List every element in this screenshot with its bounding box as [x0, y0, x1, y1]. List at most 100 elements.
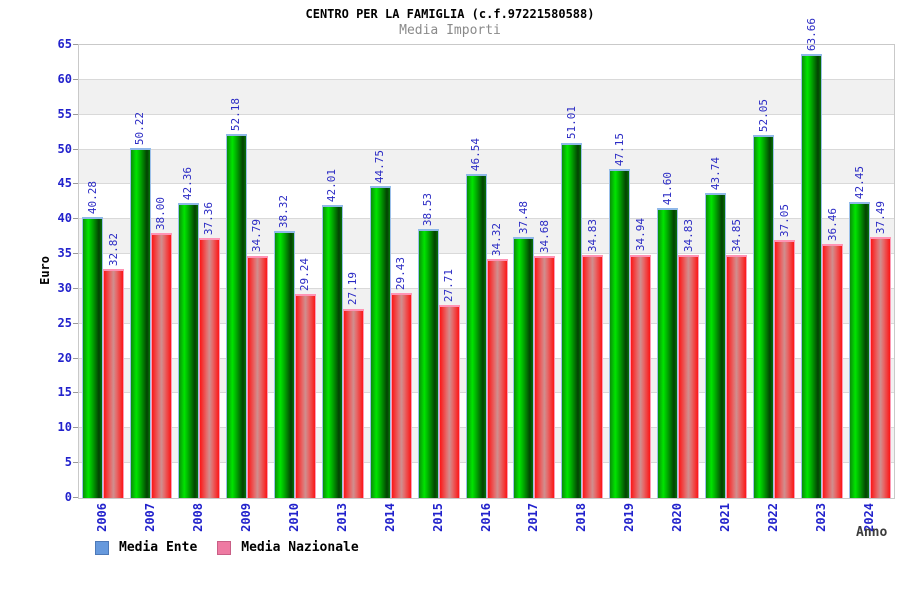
y-tick-label: 50 — [57, 141, 72, 156]
y-tick-label: 65 — [57, 37, 72, 51]
y-tick-mark — [73, 497, 78, 498]
bar-media-ente — [225, 134, 247, 498]
x-tick-label: 2021 — [718, 503, 733, 532]
value-label-media-ente: 63.66 — [804, 18, 818, 52]
bar-media-ente — [609, 169, 631, 498]
y-tick-mark — [73, 183, 78, 185]
value-label-media-ente: 37.48 — [516, 200, 530, 234]
y-tick-mark — [73, 357, 78, 359]
y-tick-label: 20 — [57, 350, 72, 365]
plot-band — [79, 79, 894, 115]
bar-media-ente — [849, 202, 871, 498]
y-tick-mark — [73, 148, 78, 150]
y-tick-mark — [73, 253, 78, 255]
bar-media-nazionale — [438, 304, 460, 498]
value-label-media-ente: 46.54 — [469, 137, 483, 171]
value-label-media-nazionale: 32.82 — [106, 233, 120, 267]
value-label-media-nazionale: 34.68 — [537, 220, 551, 254]
legend-label-media-ente: Media Ente — [119, 540, 198, 555]
bar-media-nazionale — [630, 254, 652, 498]
x-tick-label: 2010 — [286, 503, 301, 532]
bar-media-nazionale — [678, 255, 700, 498]
x-tick-label: 2020 — [670, 503, 685, 532]
value-label-media-ente: 42.45 — [852, 166, 866, 200]
value-label-media-nazionale: 38.00 — [154, 197, 168, 231]
bar-media-nazionale — [390, 292, 412, 498]
bar-media-ente — [657, 208, 679, 498]
bar-media-nazionale — [582, 255, 604, 498]
y-tick-mark — [73, 113, 78, 115]
y-tick-mark — [73, 462, 78, 464]
bar-media-ente — [273, 230, 295, 498]
value-label-media-ente: 50.22 — [133, 111, 147, 146]
value-label-media-ente: 52.18 — [229, 98, 243, 132]
y-tick-mark — [73, 287, 78, 289]
x-tick-label: 2008 — [190, 503, 205, 532]
value-label-media-ente: 51.01 — [564, 106, 578, 140]
value-label-media-ente: 40.28 — [85, 181, 99, 215]
value-label-media-ente: 38.53 — [421, 193, 435, 227]
bar-media-ente — [129, 148, 151, 498]
value-label-media-ente: 43.74 — [708, 157, 722, 191]
value-label-media-nazionale: 34.83 — [681, 219, 695, 253]
bar-media-ente — [561, 142, 583, 498]
value-label-media-nazionale: 37.36 — [202, 201, 216, 235]
value-label-media-nazionale: 34.83 — [585, 219, 599, 253]
y-tick-label: 15 — [57, 385, 72, 400]
x-tick-label: 2019 — [622, 503, 637, 532]
x-tick-label: 2015 — [430, 503, 445, 532]
value-label-media-nazionale: 29.24 — [298, 258, 312, 292]
y-tick-label: 40 — [57, 211, 72, 226]
value-label-media-nazionale: 27.71 — [442, 268, 456, 302]
gridline — [79, 148, 894, 150]
legend-swatch-media-nazionale — [217, 540, 232, 555]
value-label-media-ente: 44.75 — [373, 150, 387, 184]
y-tick-mark — [73, 392, 78, 394]
x-tick-label: 2007 — [142, 503, 157, 532]
bar-media-nazionale — [150, 233, 172, 498]
chart-title: CENTRO PER LA FAMIGLIA (c.f.97221580588) — [305, 7, 595, 21]
bar-media-nazionale — [870, 236, 892, 498]
y-tick-label: 45 — [57, 176, 72, 191]
y-tick-label: 60 — [57, 71, 72, 86]
value-label-media-nazionale: 34.79 — [250, 219, 264, 253]
value-label-media-nazionale: 27.19 — [346, 272, 360, 306]
bar-media-ente — [177, 202, 199, 498]
bar-media-ente — [801, 54, 823, 498]
value-label-media-ente: 42.01 — [325, 169, 339, 203]
value-label-media-nazionale: 34.85 — [729, 219, 743, 253]
plot-area: 40.28 32.82 50.22 38.00 42.36 37.36 52.18 34.79… — [78, 18, 895, 499]
value-label-media-ente: 47.15 — [612, 133, 626, 167]
chart-subtitle: Media Importi — [399, 23, 501, 38]
x-tick-label: 2022 — [766, 503, 781, 532]
bar-media-ente — [513, 236, 535, 498]
x-tick-label: 2014 — [382, 503, 397, 532]
y-tick-mark — [73, 78, 78, 80]
bar-media-nazionale — [822, 243, 844, 498]
y-tick-label: 5 — [64, 455, 72, 470]
bar-media-ente — [705, 193, 727, 498]
y-tick-mark — [73, 322, 78, 324]
y-tick-label: 35 — [57, 246, 72, 261]
value-label-media-ente: 38.32 — [277, 194, 291, 228]
gridline — [79, 78, 894, 80]
legend: Media Ente Media Nazionale — [95, 540, 359, 555]
x-tick-label: 2018 — [574, 503, 589, 532]
gridline — [79, 113, 894, 115]
legend-label-media-nazionale: Media Nazionale — [241, 540, 359, 555]
plot-band — [79, 45, 894, 80]
y-tick-label: 10 — [57, 420, 72, 435]
bar-media-nazionale — [103, 269, 124, 498]
value-label-media-nazionale: 34.94 — [633, 218, 647, 252]
x-tick-label: 2023 — [814, 503, 829, 532]
y-tick-label: 0 — [64, 490, 72, 504]
bar-media-nazionale — [774, 239, 796, 498]
bar-media-ente — [321, 205, 343, 498]
x-tick-label: 2006 — [95, 503, 109, 532]
value-label-media-nazionale: 37.49 — [873, 200, 887, 234]
x-axis: 2006 2007 2008 2009 2010 2013 2014 2015 2016 2017… — [78, 501, 893, 539]
bar-media-nazionale — [486, 258, 508, 498]
y-tick-mark — [73, 427, 78, 429]
bar-media-nazionale — [198, 237, 220, 498]
